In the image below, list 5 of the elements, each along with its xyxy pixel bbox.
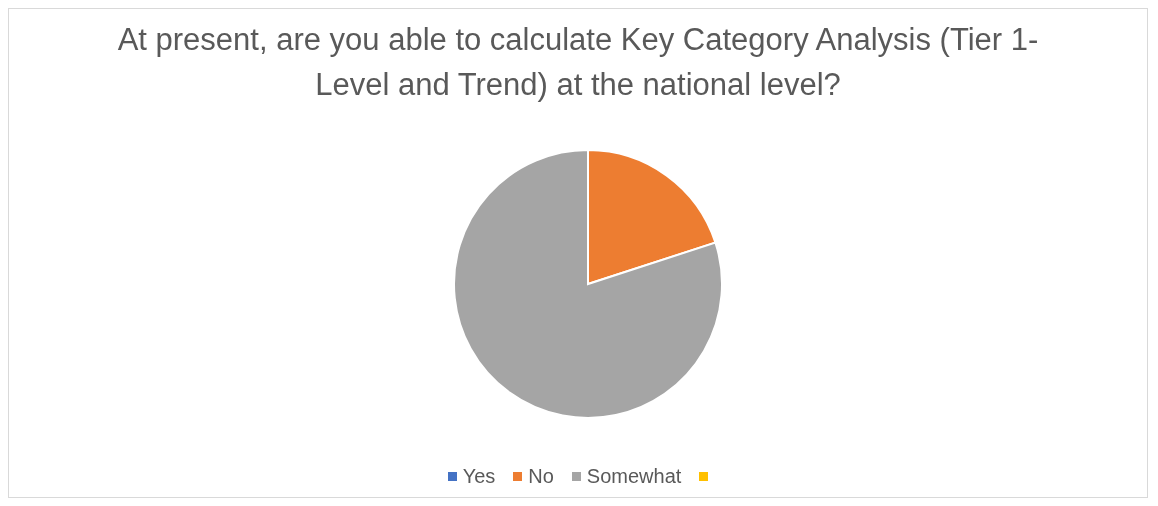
legend-label: Somewhat xyxy=(586,465,682,488)
pie-slice xyxy=(453,149,723,419)
legend-label: No xyxy=(528,465,554,488)
chart-title: At present, are you able to calculate Key Category Analysis (Tier 1- Level and Trend) at the national level? xyxy=(116,21,1040,104)
legend-label: Yes xyxy=(462,465,496,488)
